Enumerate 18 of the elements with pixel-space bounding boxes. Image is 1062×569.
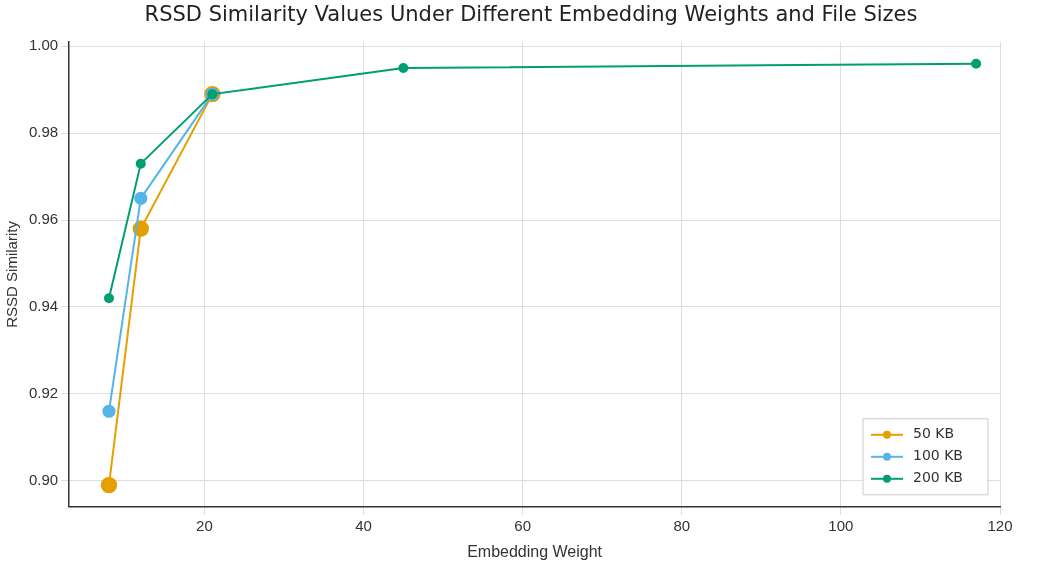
- y-tick-label: 0.96: [28, 210, 59, 228]
- x-axis-title: Embedding Weight: [467, 542, 603, 560]
- x-tick-label: 100: [828, 516, 854, 534]
- y-axis-title: RSSD Similarity: [3, 220, 21, 328]
- y-tick-label: 0.92: [28, 384, 59, 401]
- y-tick-label: 1.00: [28, 36, 59, 54]
- x-tick-label: 60: [514, 516, 532, 534]
- y-tick-label: 0.90: [28, 470, 59, 488]
- y-tick-label: 0.98: [28, 123, 59, 141]
- chart-title: RSSD Similarity Values Under Different Embedding Weights and File Sizes: [143, 2, 919, 26]
- legend-label: 100 KB: [913, 447, 963, 464]
- y-tick-label: 0.94: [28, 297, 59, 315]
- x-tick-label: 120: [987, 516, 1013, 534]
- x-tick-label: 80: [673, 516, 691, 534]
- legend-label: 200 KB: [913, 469, 963, 486]
- legend-label: 50 KB: [913, 425, 955, 442]
- x-tick-label: 20: [196, 516, 213, 534]
- x-tick-label: 40: [355, 516, 372, 534]
